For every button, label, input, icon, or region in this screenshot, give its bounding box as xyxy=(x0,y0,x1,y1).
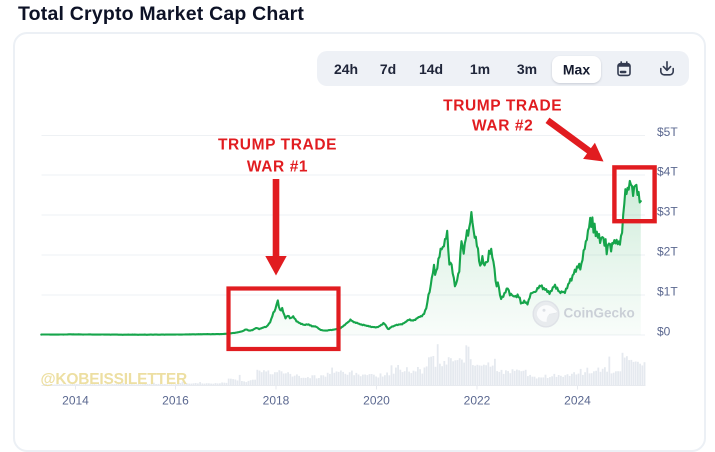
svg-text:2022: 2022 xyxy=(464,394,491,408)
svg-text:$3T: $3T xyxy=(657,205,678,219)
svg-text:2024: 2024 xyxy=(564,394,591,408)
svg-text:2020: 2020 xyxy=(363,394,390,408)
svg-text:TRUMP TRADE: TRUMP TRADE xyxy=(443,98,562,115)
svg-text:2018: 2018 xyxy=(263,394,290,408)
svg-text:TRUMP TRADE: TRUMP TRADE xyxy=(218,137,337,154)
svg-text:@KOBEISSILETTER: @KOBEISSILETTER xyxy=(41,371,187,388)
svg-text:2016: 2016 xyxy=(162,394,189,408)
svg-text:CoinGecko: CoinGecko xyxy=(564,306,635,321)
svg-text:$2T: $2T xyxy=(657,245,678,259)
svg-text:$5T: $5T xyxy=(657,125,678,139)
svg-text:2014: 2014 xyxy=(62,394,89,408)
svg-text:$0: $0 xyxy=(657,325,671,339)
svg-text:$4T: $4T xyxy=(657,165,678,179)
svg-text:WAR #1: WAR #1 xyxy=(247,159,308,176)
svg-text:$1T: $1T xyxy=(657,285,678,299)
svg-text:WAR #2: WAR #2 xyxy=(472,118,533,135)
